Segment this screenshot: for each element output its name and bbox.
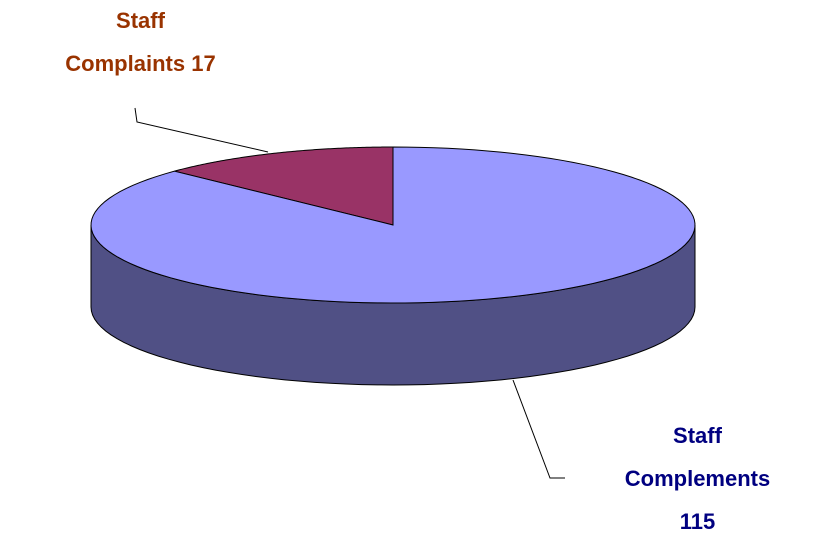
data-label: Staff Complements 115 xyxy=(615,414,780,543)
slice xyxy=(90,146,696,304)
slice xyxy=(174,146,394,226)
data-label: Staff Complaints 17 xyxy=(58,0,223,85)
leader-line xyxy=(512,379,565,479)
label-category: Staff Complements xyxy=(624,423,771,491)
leader-line xyxy=(134,107,269,153)
pie xyxy=(90,146,696,386)
label-value: 17 xyxy=(191,51,216,76)
label-category: Staff Complaints xyxy=(65,8,186,76)
label-value: 115 xyxy=(679,509,716,534)
